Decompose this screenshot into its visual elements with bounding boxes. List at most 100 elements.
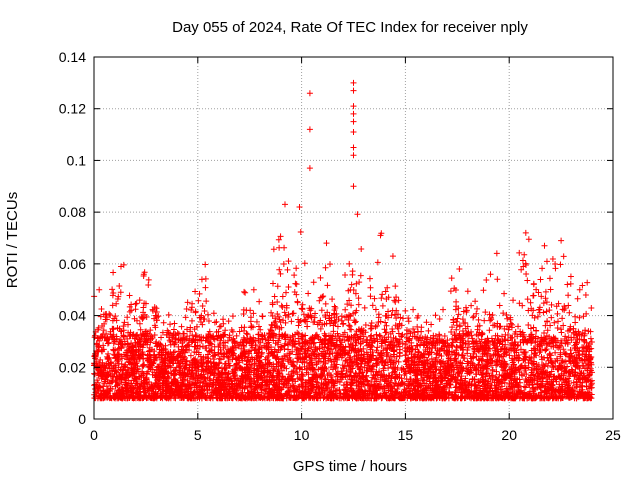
data-point — [475, 369, 482, 376]
data-point — [226, 334, 233, 341]
data-point — [583, 348, 590, 355]
data-point — [299, 331, 306, 338]
data-point — [351, 332, 358, 339]
data-point — [496, 371, 503, 378]
data-point — [373, 331, 380, 338]
data-point — [136, 297, 143, 304]
data-point — [370, 352, 377, 359]
data-point — [190, 376, 197, 383]
data-point — [579, 375, 586, 382]
data-point — [349, 379, 356, 386]
data-point — [145, 276, 152, 283]
data-point — [347, 384, 354, 391]
data-point — [276, 266, 283, 273]
data-point — [186, 364, 193, 371]
data-point — [355, 301, 362, 308]
data-point — [507, 314, 514, 321]
data-point — [517, 363, 524, 370]
data-point — [165, 311, 172, 318]
data-point — [540, 300, 547, 307]
data-point — [159, 365, 166, 372]
data-point — [509, 357, 516, 364]
data-point — [312, 346, 319, 353]
data-point — [241, 354, 248, 361]
data-point — [149, 388, 156, 395]
data-point — [130, 331, 137, 338]
data-point — [486, 311, 493, 318]
data-point — [386, 372, 393, 379]
data-point — [493, 368, 500, 375]
data-point — [218, 383, 225, 390]
data-point — [526, 333, 533, 340]
data-point — [301, 260, 308, 267]
data-point — [303, 369, 310, 376]
data-point — [283, 352, 290, 359]
data-point — [127, 380, 134, 387]
data-point — [140, 314, 147, 321]
data-point — [466, 379, 473, 386]
data-point — [310, 279, 317, 286]
data-point — [300, 343, 307, 350]
data-point — [290, 310, 297, 317]
data-point — [255, 323, 262, 330]
data-point — [514, 376, 521, 383]
data-point — [493, 250, 500, 257]
data-point — [583, 383, 590, 390]
data-point — [104, 377, 111, 384]
data-point — [369, 302, 376, 309]
data-point — [267, 326, 274, 333]
data-point — [227, 362, 234, 369]
data-point — [97, 313, 104, 320]
data-point — [417, 342, 424, 349]
data-point — [171, 348, 178, 355]
data-point — [229, 343, 236, 350]
data-point — [514, 392, 521, 399]
data-point — [517, 364, 524, 371]
data-point — [204, 359, 211, 366]
data-point — [391, 347, 398, 354]
data-point — [389, 364, 396, 371]
data-point — [530, 324, 537, 331]
data-point — [541, 355, 548, 362]
data-point — [518, 387, 525, 394]
data-point — [307, 313, 314, 320]
data-point — [151, 352, 158, 359]
data-point — [358, 246, 365, 253]
data-point — [437, 381, 444, 388]
data-point — [140, 304, 147, 311]
data-point — [428, 321, 435, 328]
data-point — [422, 346, 429, 353]
data-point — [136, 355, 143, 362]
data-point — [471, 339, 478, 346]
data-point — [280, 357, 287, 364]
data-point — [112, 367, 119, 374]
data-point — [552, 261, 559, 268]
data-point — [545, 357, 552, 364]
data-point — [423, 385, 430, 391]
data-point — [316, 345, 323, 352]
data-point — [573, 360, 580, 367]
data-point — [153, 343, 160, 350]
data-point — [344, 381, 351, 388]
data-point — [355, 295, 362, 302]
data-point — [170, 376, 177, 383]
data-point — [187, 352, 194, 359]
data-point — [315, 384, 322, 391]
data-point — [192, 308, 199, 315]
data-point — [517, 379, 524, 386]
data-point — [275, 236, 282, 243]
data-point — [498, 389, 505, 396]
data-point — [448, 376, 455, 383]
data-point — [96, 383, 103, 390]
data-point — [202, 334, 209, 341]
data-point — [564, 281, 571, 288]
data-point — [487, 317, 494, 324]
data-point — [322, 264, 329, 271]
data-point — [572, 319, 579, 326]
data-point — [180, 353, 187, 360]
data-point — [463, 304, 470, 311]
data-point — [463, 393, 470, 400]
data-point — [363, 373, 370, 380]
data-point — [379, 394, 386, 401]
data-point — [299, 371, 306, 378]
